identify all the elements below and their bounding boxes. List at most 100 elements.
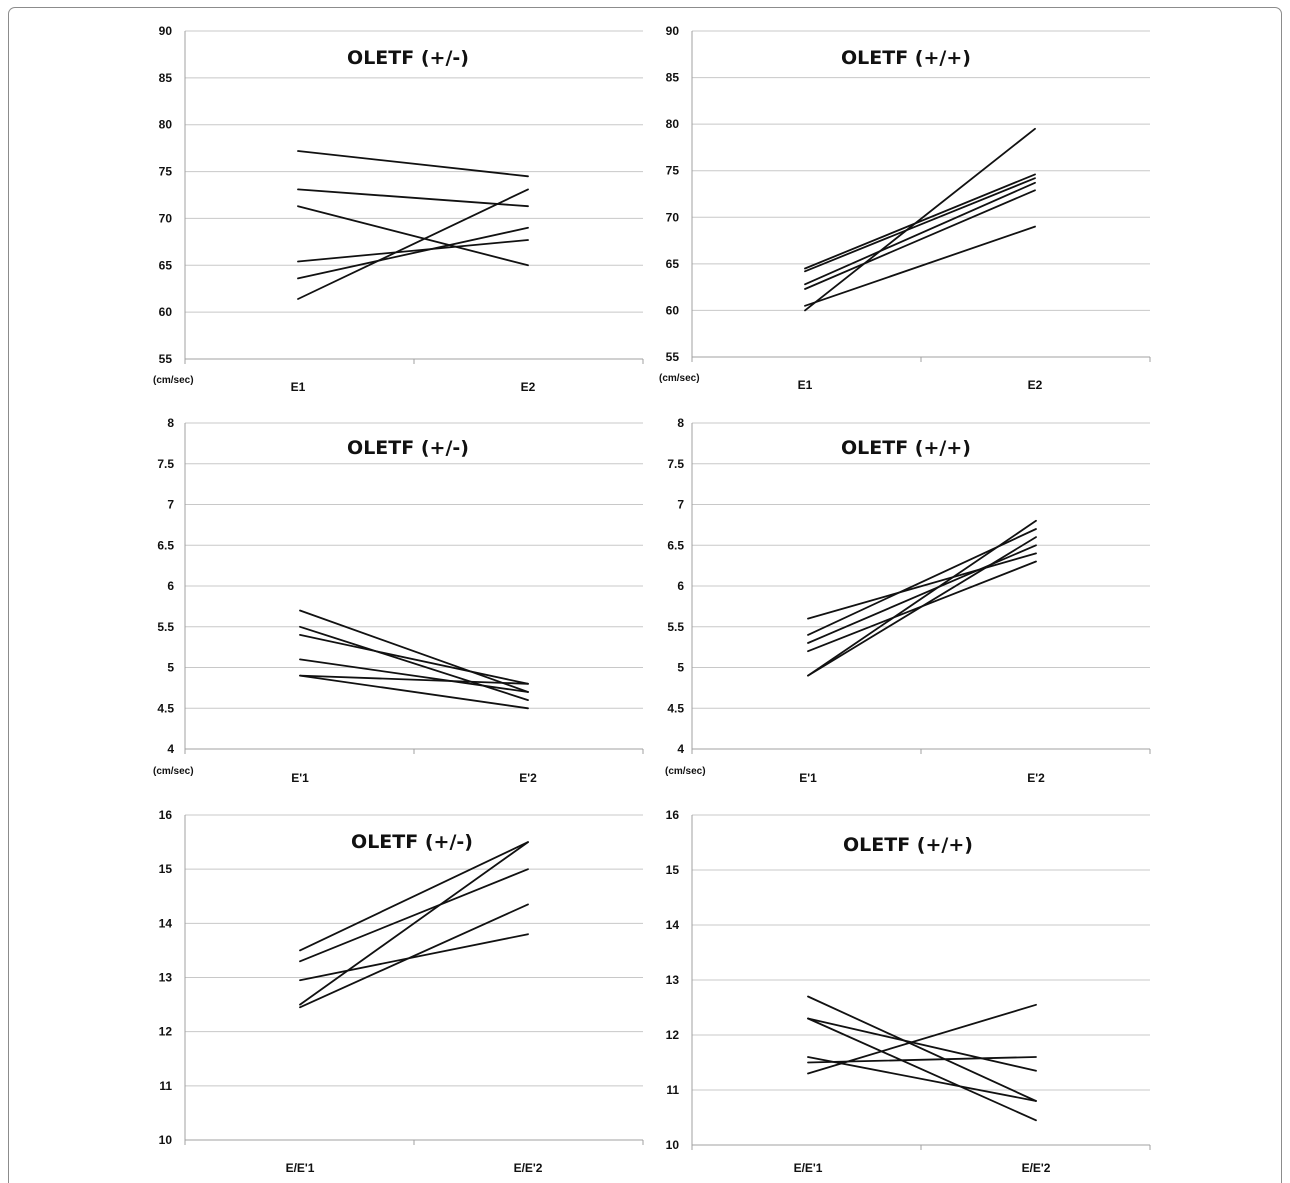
- unit-label: (cm/sec): [659, 373, 700, 384]
- y-tick-label: 12: [666, 1028, 680, 1042]
- chart-title: OLETF (+/-): [347, 47, 469, 69]
- y-tick-label: 7: [677, 498, 684, 512]
- series-line-5: [807, 519, 1037, 677]
- y-tick-label: 55: [159, 352, 173, 366]
- y-tick-label: 12: [159, 1025, 173, 1039]
- series-line-6: [807, 536, 1037, 677]
- y-tick-label: 4.5: [667, 701, 684, 715]
- y-tick-label: 13: [666, 973, 680, 987]
- chart-title: OLETF (+/+): [841, 47, 971, 69]
- chart-title: OLETF (+/-): [351, 831, 473, 853]
- unit-label: (cm/sec): [665, 766, 706, 777]
- series-line-3: [299, 634, 529, 685]
- series-line-5: [297, 226, 529, 280]
- series-line-6: [299, 674, 529, 685]
- series-line-1: [299, 841, 529, 952]
- y-tick-label: 90: [666, 24, 680, 38]
- y-tick-label: 75: [159, 165, 173, 179]
- y-tick-label: 11: [159, 1079, 172, 1093]
- chart-title: OLETF (+/+): [843, 834, 973, 856]
- y-tick-label: 85: [159, 71, 173, 85]
- series-line-2: [807, 1017, 1037, 1072]
- y-tick-label: 14: [159, 916, 173, 930]
- series-line-3: [299, 933, 529, 982]
- y-tick-label: 80: [159, 118, 173, 132]
- series-line-3: [807, 1017, 1037, 1122]
- x-category-label: E'2: [519, 771, 537, 785]
- y-tick-label: 65: [159, 258, 173, 272]
- x-category-label: E2: [521, 380, 536, 394]
- x-category-label: E'1: [799, 771, 817, 785]
- y-tick-label: 16: [159, 808, 173, 822]
- unit-label: (cm/sec): [153, 375, 194, 386]
- series-line-6: [807, 1003, 1037, 1075]
- x-category-label: E1: [291, 380, 306, 394]
- y-tick-label: 13: [159, 971, 173, 985]
- series-line-4: [804, 189, 1036, 290]
- y-tick-label: 90: [159, 24, 173, 38]
- series-line-2: [299, 868, 529, 963]
- y-tick-label: 60: [159, 305, 173, 319]
- series-line-5: [299, 674, 529, 710]
- y-tick-label: 85: [666, 71, 680, 85]
- x-category-label: E1: [798, 378, 813, 392]
- series-line-5: [299, 903, 529, 1009]
- series-line-2: [297, 188, 529, 208]
- series-line-3: [297, 205, 529, 267]
- x-category-label: E/E'2: [1022, 1161, 1051, 1175]
- series-line-3: [804, 181, 1036, 286]
- y-tick-label: 6: [167, 579, 174, 593]
- series-line-1: [297, 150, 529, 178]
- series-line-4: [299, 841, 529, 1006]
- y-tick-label: 5: [677, 661, 684, 675]
- series-line-5: [807, 1056, 1037, 1064]
- series-line-6: [804, 127, 1036, 312]
- y-tick-label: 4: [167, 742, 174, 756]
- series-line-5: [804, 225, 1036, 307]
- series-line-4: [807, 1056, 1037, 1102]
- y-tick-label: 15: [159, 862, 173, 876]
- y-tick-label: 10: [666, 1138, 680, 1152]
- series-line-2: [299, 625, 529, 701]
- y-tick-label: 5.5: [667, 620, 684, 634]
- x-category-label: E/E'1: [286, 1161, 315, 1175]
- y-tick-label: 4: [677, 742, 684, 756]
- y-tick-label: 55: [666, 350, 680, 364]
- x-category-label: E2: [1028, 378, 1043, 392]
- y-tick-label: 7.5: [667, 457, 684, 471]
- y-tick-label: 60: [666, 303, 680, 317]
- y-tick-label: 15: [666, 863, 680, 877]
- unit-label: (cm/sec): [153, 766, 194, 777]
- y-tick-label: 6.5: [667, 538, 684, 552]
- y-tick-label: 65: [666, 257, 680, 271]
- y-tick-label: 6: [677, 579, 684, 593]
- series-line-4: [297, 239, 529, 263]
- chart-title: OLETF (+/+): [841, 437, 971, 459]
- y-tick-label: 7.5: [157, 457, 174, 471]
- y-tick-label: 8: [167, 416, 174, 430]
- x-category-label: E/E'1: [794, 1161, 823, 1175]
- x-category-label: E'2: [1027, 771, 1045, 785]
- x-category-label: E/E'2: [514, 1161, 543, 1175]
- y-tick-label: 6.5: [157, 538, 174, 552]
- y-tick-label: 7: [167, 498, 174, 512]
- y-tick-label: 16: [666, 808, 680, 822]
- series-line-1: [299, 609, 529, 693]
- series-line-1: [807, 552, 1037, 620]
- y-tick-label: 70: [666, 210, 680, 224]
- y-tick-label: 5: [167, 661, 174, 675]
- y-tick-label: 14: [666, 918, 680, 932]
- series-line-3: [807, 544, 1037, 644]
- x-category-label: E'1: [291, 771, 309, 785]
- figure-frame: [8, 7, 1282, 1183]
- chart-title: OLETF (+/-): [347, 437, 469, 459]
- y-tick-label: 4.5: [157, 701, 174, 715]
- y-tick-label: 8: [677, 416, 684, 430]
- y-tick-label: 80: [666, 117, 680, 131]
- y-tick-label: 11: [666, 1083, 679, 1097]
